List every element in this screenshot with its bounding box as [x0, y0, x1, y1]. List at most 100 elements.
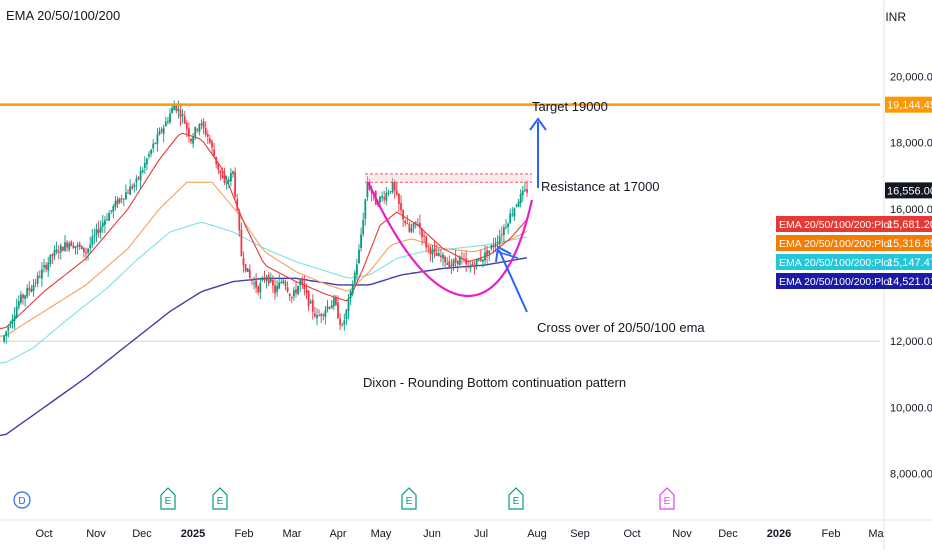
ema-legend-box	[776, 216, 932, 232]
candle-body	[167, 121, 169, 123]
candle-body	[461, 257, 463, 259]
candle-body	[335, 296, 337, 305]
candle-body	[446, 263, 449, 265]
ema50-line	[0, 181, 528, 337]
candle-body	[106, 219, 108, 221]
candle-body	[137, 176, 140, 179]
indicator-title[interactable]: EMA 20/50/100/200	[6, 8, 121, 23]
candle-body	[322, 314, 325, 316]
candle-body	[223, 175, 226, 184]
earnings-marker	[160, 487, 176, 510]
candle-body	[295, 289, 297, 293]
candle-body	[519, 193, 522, 204]
candle-body	[242, 257, 245, 266]
candle-body	[282, 280, 285, 283]
candles-layer	[3, 100, 528, 344]
candle-body	[353, 272, 356, 284]
candle-body	[91, 236, 94, 245]
candle-body	[24, 295, 26, 299]
x-tick-label: Aug	[527, 528, 547, 540]
candle-body	[104, 220, 106, 225]
candle-body	[89, 244, 92, 248]
ema-legend-box	[776, 235, 932, 251]
earnings-marker	[659, 487, 675, 510]
candle-body	[297, 285, 299, 295]
candle-body	[406, 223, 409, 225]
candle-body	[328, 307, 331, 309]
candle-body	[62, 246, 64, 251]
candle-body	[360, 234, 362, 249]
candle-body	[475, 259, 478, 266]
pattern-annotation: Dixon - Rounding Bottom continuation pat…	[363, 375, 626, 390]
candle-body	[190, 138, 192, 142]
candle-body	[156, 134, 159, 144]
candle-body	[148, 154, 150, 157]
candle-body	[141, 169, 144, 173]
candle-body	[183, 116, 186, 124]
candle-body	[410, 228, 413, 232]
x-tick-label: May	[371, 528, 392, 540]
candle-body	[181, 113, 184, 116]
candle-body	[515, 204, 518, 207]
candle-body	[425, 236, 428, 248]
currency-label[interactable]: INR	[885, 10, 906, 24]
candle-body	[486, 250, 488, 257]
x-tick-label: Oct	[623, 528, 640, 540]
candle-body	[286, 286, 289, 292]
candle-body	[500, 234, 503, 236]
candle-body	[38, 276, 41, 278]
candle-body	[423, 235, 425, 237]
candle-body	[347, 299, 350, 311]
candle-body	[47, 262, 50, 271]
candle-body	[150, 149, 152, 154]
candle-body	[442, 254, 444, 259]
candle-body	[385, 192, 388, 201]
candle-body	[9, 324, 12, 327]
candle-body	[49, 254, 52, 264]
candle-body	[356, 264, 358, 275]
candle-body	[116, 199, 119, 205]
candle-body	[393, 181, 396, 191]
candle-body	[133, 184, 136, 188]
candle-body	[479, 257, 482, 261]
candle-body	[503, 227, 505, 236]
candle-body	[76, 244, 79, 247]
earnings-marker-label: E	[513, 496, 520, 507]
x-tick-label: Nov	[672, 528, 692, 540]
candle-body	[232, 171, 234, 174]
candle-body	[238, 210, 241, 231]
x-tick-label: Feb	[235, 528, 254, 540]
x-tick-label: Mar	[283, 528, 302, 540]
resistance-band	[365, 174, 532, 183]
x-tick-label: Sep	[570, 528, 590, 540]
candle-body	[421, 228, 423, 238]
ema-legend-label: EMA 20/50/100/200:Plot	[779, 257, 892, 269]
candle-body	[524, 189, 526, 191]
candle-body	[433, 248, 436, 252]
y-tick-label: 10,000.00	[890, 402, 932, 414]
candle-body	[278, 282, 281, 289]
candle-body	[41, 269, 43, 279]
candle-body	[215, 156, 218, 165]
crossover-tick	[497, 251, 519, 259]
ema-legend-value: 14,521.01	[887, 276, 932, 288]
candle-body	[198, 124, 201, 132]
candle-body	[337, 302, 339, 319]
candle-body	[379, 196, 381, 203]
candle-body	[112, 206, 115, 212]
candle-body	[314, 313, 316, 317]
candle-body	[28, 287, 31, 290]
x-tick-label: Apr	[329, 528, 346, 540]
candle-body	[11, 319, 14, 325]
candle-body	[43, 265, 45, 268]
candle-body	[7, 327, 10, 331]
candle-body	[456, 260, 459, 265]
candle-body	[261, 278, 264, 281]
candle-body	[450, 264, 453, 267]
candle-body	[458, 256, 461, 266]
ema-legend-label: EMA 20/50/100/200:Plot	[779, 238, 892, 250]
candle-body	[217, 163, 220, 170]
